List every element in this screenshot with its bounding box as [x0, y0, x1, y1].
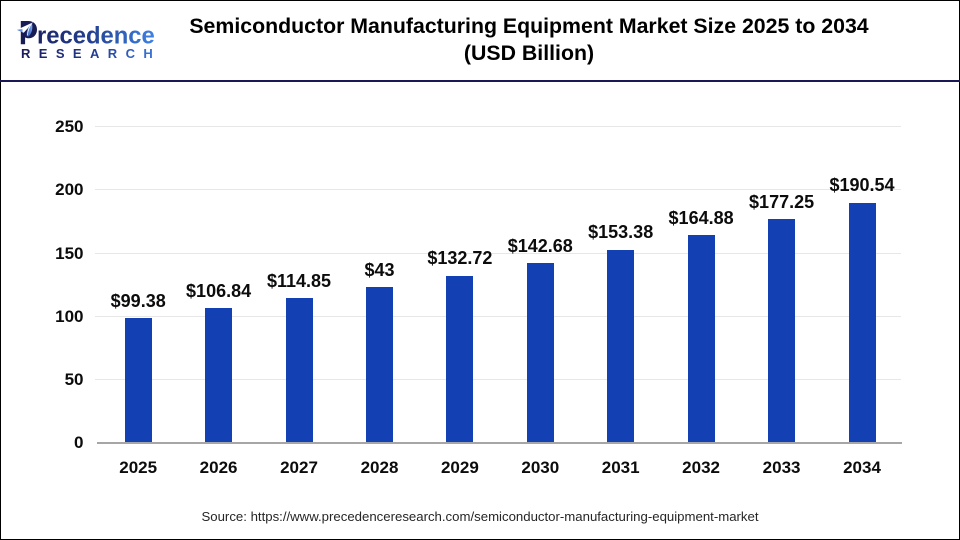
- svg-text:RESEARCH: RESEARCH: [21, 46, 161, 61]
- svg-text:recedence: recedence: [37, 23, 155, 50]
